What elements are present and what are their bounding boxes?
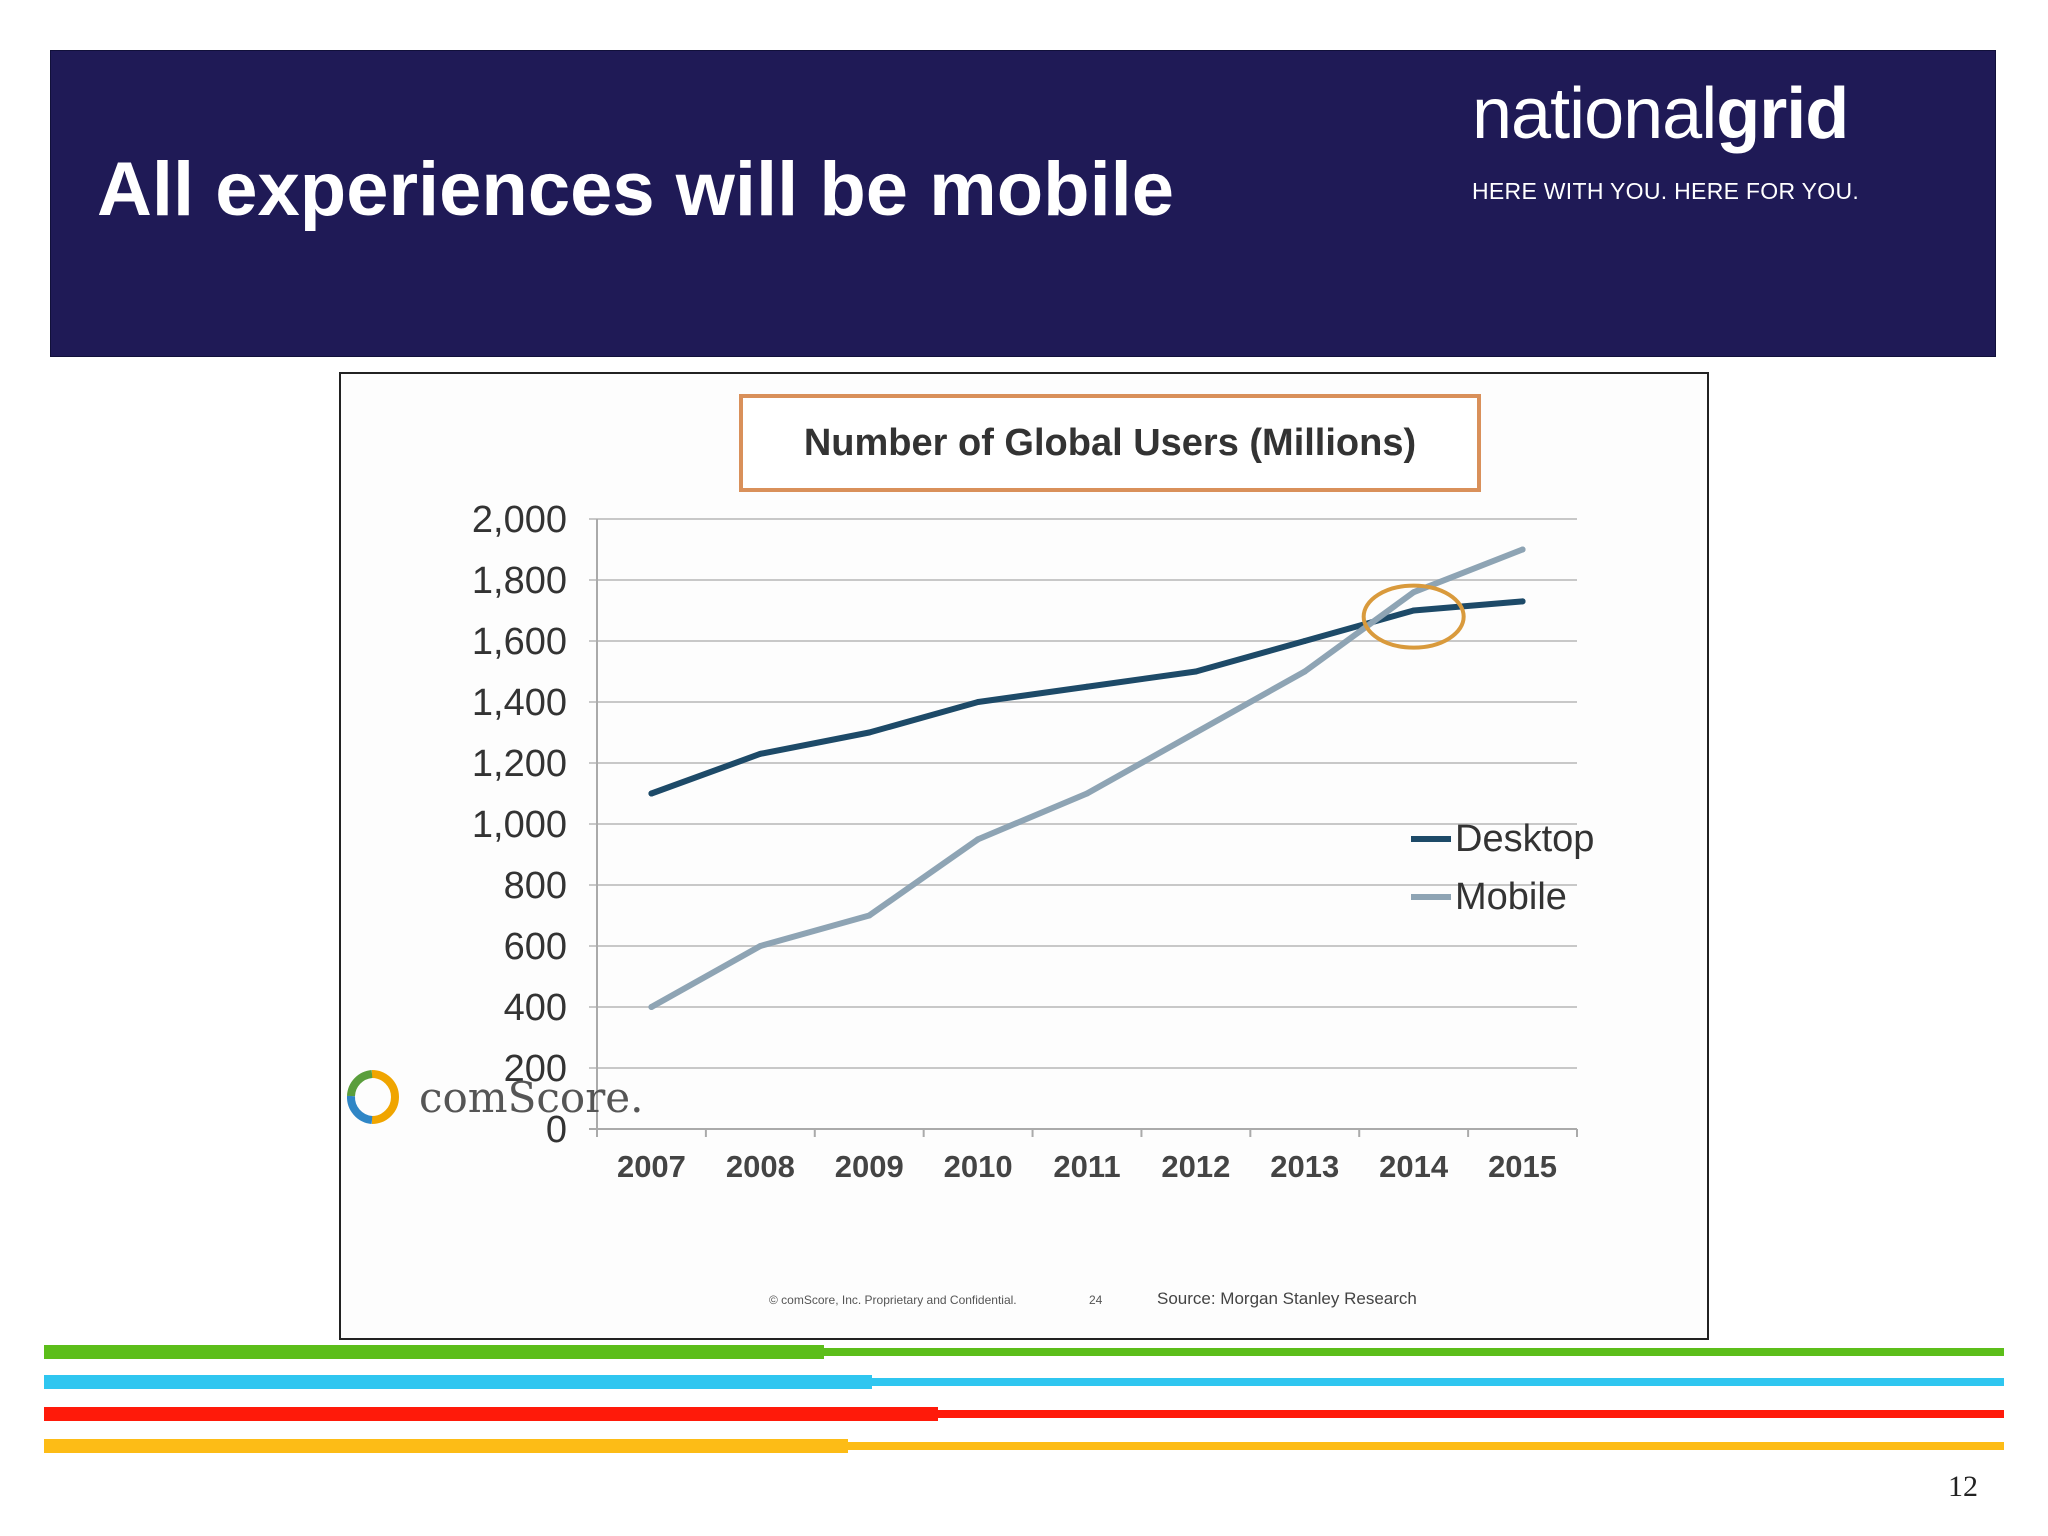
chart-footer: comScore. © comScore, Inc. Proprietary a… [347, 1070, 1417, 1308]
x-tick-label: 2014 [1379, 1149, 1449, 1184]
data-point-desktop [1301, 638, 1308, 644]
y-tick-label: 400 [504, 987, 567, 1029]
x-tick-label: 2010 [944, 1149, 1013, 1184]
source-page-ref: 24 [1089, 1293, 1103, 1307]
data-point-mobile [1519, 546, 1526, 553]
data-point-desktop [866, 729, 873, 736]
data-point-desktop [757, 750, 764, 757]
chart-title: Number of Global Users (Millions) [804, 422, 1416, 464]
legend-label-mobile: Mobile [1455, 876, 1567, 918]
y-tick-label: 1,000 [472, 804, 567, 846]
data-point-mobile [1192, 729, 1199, 736]
legend-label-desktop: Desktop [1455, 818, 1594, 860]
brand-name: nationalgrid [1472, 78, 1912, 150]
x-tick-label: 2013 [1270, 1149, 1339, 1184]
x-tick-label: 2009 [835, 1149, 904, 1184]
data-point-desktop [1084, 683, 1090, 690]
y-tick-label: 200 [504, 1048, 567, 1090]
data-point-mobile [1410, 589, 1417, 596]
y-tick-label: 1,600 [472, 621, 567, 663]
comscore-logo-text: comScore. [419, 1073, 644, 1122]
decor-stripe-yellow-accent [44, 1439, 848, 1453]
x-tick-label: 2015 [1488, 1149, 1557, 1184]
x-tick-label: 2012 [1161, 1149, 1230, 1184]
data-point-mobile [757, 943, 764, 949]
chart-frame: Number of Global Users (Millions) 0 200 40… [339, 372, 1709, 1340]
source-text: Source: Morgan Stanley Research [1157, 1289, 1417, 1308]
x-tick-label: 2011 [1053, 1149, 1120, 1184]
decor-stripe-blue [44, 1375, 2004, 1389]
series-line-desktop [648, 598, 1526, 797]
data-point-mobile [648, 1004, 655, 1010]
header-banner [50, 50, 1996, 357]
y-tick-label: 600 [504, 926, 567, 968]
brand-name-bold: grid [1716, 74, 1849, 154]
line-chart: Number of Global Users (Millions) 0 200 40… [347, 394, 1594, 1308]
data-point-mobile [1301, 668, 1308, 675]
data-point-desktop [975, 699, 982, 705]
comscore-logo-icon [347, 1070, 399, 1124]
decor-stripe-yellow [44, 1439, 2004, 1453]
page-number: 12 [1948, 1470, 1978, 1503]
data-point-mobile [1084, 790, 1090, 797]
y-tick-label: 800 [504, 865, 567, 907]
decor-stripe-green [44, 1345, 2004, 1359]
data-point-mobile [866, 912, 873, 919]
data-point-desktop [1410, 607, 1417, 614]
x-tick-label: 2007 [617, 1149, 686, 1184]
y-tick-label: 1,400 [472, 682, 567, 724]
data-point-mobile [975, 836, 982, 843]
y-tick-label: 2,000 [472, 499, 567, 541]
brand-logo: nationalgrid HERE WITH YOU. HERE FOR YOU… [1472, 78, 1912, 205]
data-point-desktop [648, 790, 655, 797]
data-point-desktop [1519, 598, 1526, 605]
data-point-desktop [1192, 668, 1199, 675]
decor-stripe-green-accent [44, 1345, 824, 1359]
x-tick-label: 2008 [726, 1149, 795, 1184]
slide-title: All experiences will be mobile [97, 147, 1175, 232]
crossover-highlight-circle [1361, 583, 1466, 650]
decor-stripe-red [44, 1407, 2004, 1421]
copyright-text: © comScore, Inc. Proprietary and Confide… [769, 1293, 1017, 1307]
decor-stripe-blue-accent [44, 1375, 872, 1389]
y-tick-label: 1,800 [472, 560, 567, 602]
y-tick-label: 1,200 [472, 743, 567, 785]
chart-title-box [739, 394, 1481, 492]
brand-tagline: HERE WITH YOU. HERE FOR YOU. [1472, 178, 1860, 204]
brand-name-light: national [1472, 74, 1717, 154]
decor-stripe-red-accent [44, 1407, 938, 1421]
y-tick-label: 0 [546, 1109, 567, 1151]
